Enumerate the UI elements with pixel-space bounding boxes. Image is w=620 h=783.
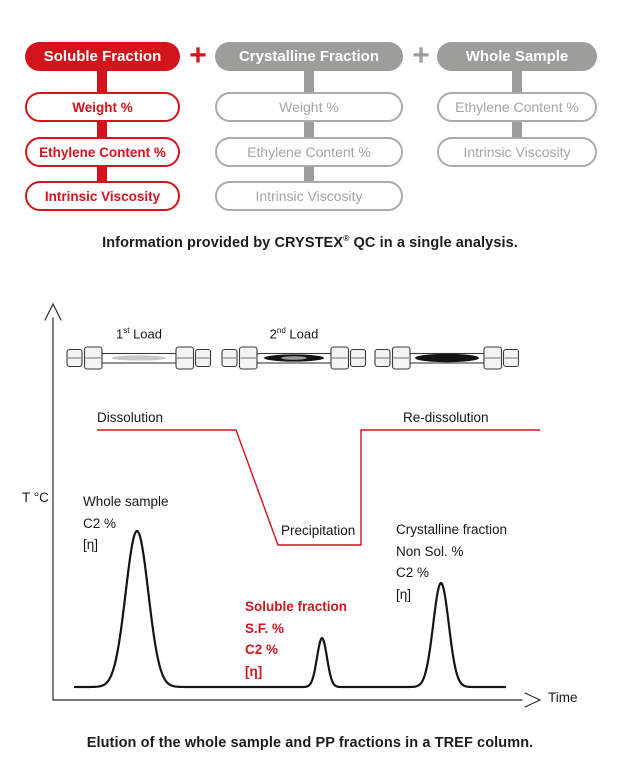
second-load-word: Load: [285, 326, 319, 342]
fractions-summary: Soluble Fraction Weight % Ethylene Conte…: [0, 0, 620, 228]
soluble-line2: S.F. %: [245, 620, 285, 636]
crystalline-ethylene-pill: Ethylene Content %: [215, 137, 403, 167]
crystalline-line2: Non Sol. %: [396, 543, 464, 559]
whole-sample-header: Whole Sample: [437, 42, 597, 71]
y-axis-label: T °C: [22, 490, 49, 505]
tref-column-second-load-icon: [221, 346, 367, 370]
crystalline-connector-line: [304, 56, 314, 202]
soluble-line4: [η]: [245, 663, 263, 679]
whole-viscosity-pill: Intrinsic Viscosity: [437, 137, 597, 167]
whole-sample-line2: C2 %: [83, 515, 117, 531]
soluble-fraction-header: Soluble Fraction: [25, 42, 180, 71]
soluble-line3: C2 %: [245, 642, 279, 657]
axes: [44, 302, 542, 708]
soluble-viscosity-pill: Intrinsic Viscosity: [25, 181, 180, 211]
soluble-weight-pill: Weight %: [25, 92, 180, 122]
crystalline-line3: C2 %: [396, 565, 430, 580]
first-load-word: Load: [129, 326, 163, 342]
first-load-number: 1: [115, 326, 124, 342]
elution-curve: [73, 529, 507, 689]
second-load-number: 2: [269, 326, 277, 342]
plus-sign-2: +: [412, 39, 430, 72]
whole-sample-line1: Whole sample: [83, 494, 169, 509]
redissolution-label: Re-dissolution: [403, 410, 489, 425]
whole-sample-line3: [η]: [83, 537, 99, 552]
soluble-ethylene-pill: Ethylene Content %: [25, 137, 180, 167]
x-axis-arrow-icon: [524, 692, 542, 708]
tref-diagram-canvas: [44, 302, 542, 708]
precipitation-label: Precipitation: [281, 523, 356, 538]
crystalline-fraction-peak-label: Crystalline fraction Non Sol. % C2 % [η]: [396, 519, 507, 605]
top-caption: Information provided by CRYSTEX® QC in a…: [0, 233, 620, 251]
soluble-fraction-peak-label: Soluble fraction S.F. % C2 % [η]: [245, 596, 347, 682]
second-load-label: 2nd Load: [262, 326, 326, 341]
top-caption-pre: Information provided by CRYSTEX: [102, 234, 344, 251]
dissolution-label: Dissolution: [97, 410, 164, 425]
registered-trademark-symbol: ®: [343, 233, 350, 243]
crystalline-line1: Crystalline fraction: [396, 522, 508, 537]
tref-column-first-load-icon: [66, 346, 212, 370]
crystalline-line4: [η]: [396, 586, 412, 602]
first-load-label: 1st Load: [107, 326, 171, 341]
whole-ethylene-pill: Ethylene Content %: [437, 92, 597, 122]
crystalline-fraction-header: Crystalline Fraction: [215, 42, 403, 71]
crystalline-weight-pill: Weight %: [215, 92, 403, 122]
tref-elution-diagram: 1st Load 2nd Load Dissolution Re-dissolu…: [0, 290, 620, 720]
soluble-line1: Soluble fraction: [245, 599, 348, 614]
first-load-ordinal: st: [123, 326, 130, 335]
top-caption-post: QC in a single analysis.: [349, 234, 518, 251]
crystalline-viscosity-pill: Intrinsic Viscosity: [215, 181, 403, 211]
whole-sample-peak-label: Whole sample C2 % [η]: [83, 491, 169, 556]
x-axis-label: Time: [548, 690, 578, 705]
second-load-ordinal: nd: [276, 326, 286, 335]
bottom-caption: Elution of the whole sample and PP fract…: [86, 735, 534, 751]
y-axis-arrow-icon: [44, 302, 62, 321]
plus-sign-1: +: [189, 39, 207, 72]
tref-column-re-dissolved-icon: [374, 346, 520, 370]
soluble-connector-line: [97, 56, 107, 202]
temperature-profile-line: [97, 429, 540, 546]
